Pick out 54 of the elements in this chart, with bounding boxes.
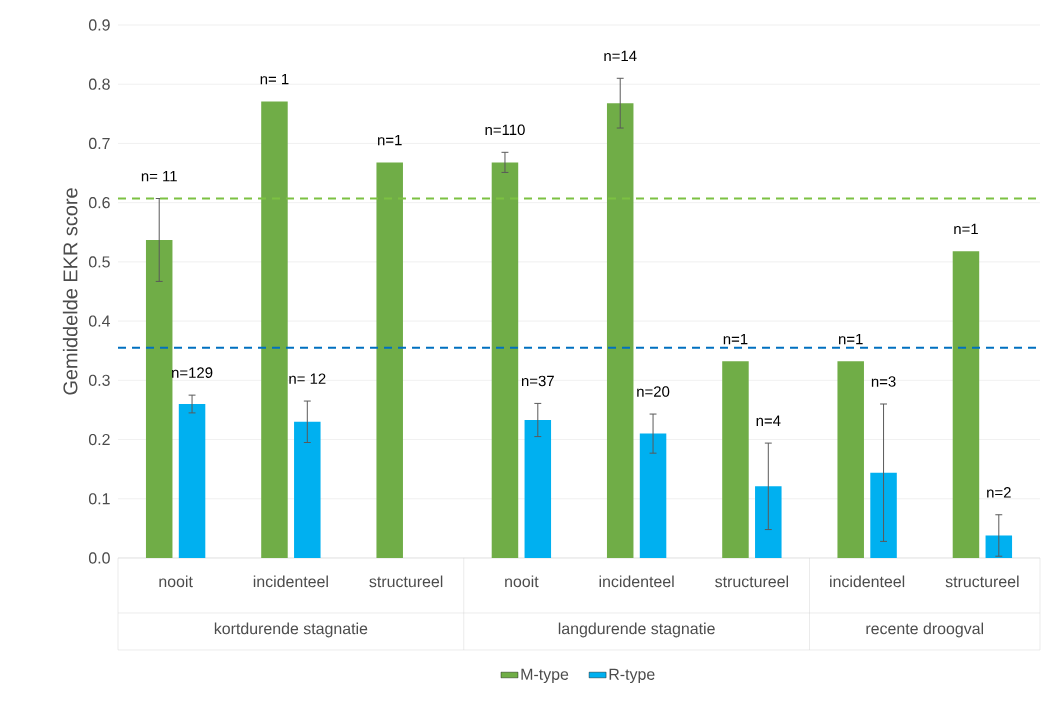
- legend-label: M-type: [521, 668, 569, 684]
- y-tick-label: 0.4: [88, 315, 111, 327]
- y-tick-label: 0.3: [88, 374, 110, 386]
- bar: [606, 103, 634, 558]
- y-axis-title: Gemiddelde EKR score: [62, 188, 78, 395]
- y-tick-label: 0.8: [88, 78, 110, 90]
- annotation: n=110: [485, 124, 525, 136]
- bar: [952, 251, 980, 558]
- bar: [722, 361, 749, 558]
- bar: [870, 472, 897, 558]
- bar: [178, 404, 206, 558]
- bar: [491, 162, 519, 558]
- annotation: n=2: [987, 487, 1011, 498]
- annotation: n=1: [378, 134, 402, 146]
- bar: [294, 421, 321, 558]
- bar: [985, 535, 1013, 558]
- bar: [524, 420, 552, 558]
- bar: [639, 433, 667, 558]
- annotation: n=37: [521, 375, 554, 387]
- x-tick-label: incidenteel: [253, 575, 328, 588]
- y-tick-label: 0.1: [88, 493, 110, 505]
- y-tick-label: 0.2: [88, 433, 110, 446]
- y-tick-label: 0.6: [88, 197, 110, 209]
- x-tick-label: incidenteel: [599, 575, 674, 588]
- annotation: n= 1: [260, 73, 289, 85]
- y-tick-label: 0.5: [88, 256, 110, 268]
- annotation: n=1: [723, 333, 748, 345]
- annotation: n=3: [871, 376, 896, 387]
- bar: [145, 239, 173, 558]
- legend-label: R-type: [609, 668, 655, 684]
- annotation: n= 12: [289, 373, 326, 384]
- bar: [755, 486, 782, 558]
- bar: [837, 361, 864, 558]
- annotation: n= 11: [141, 171, 177, 182]
- bar: [261, 101, 288, 558]
- text: kortdurende stagnatie: [214, 622, 368, 638]
- bar: [376, 162, 403, 558]
- annotation: n=1: [954, 223, 978, 235]
- x-tick-label: structureel: [369, 575, 443, 588]
- x-tick-label: structureel: [945, 575, 1019, 588]
- annotation: n=4: [756, 415, 781, 426]
- y-tick-label: 0.7: [88, 137, 110, 150]
- x-tick-label: nooit: [505, 575, 539, 588]
- annotation: n=129: [172, 367, 213, 378]
- x-tick-label: nooit: [159, 575, 193, 588]
- text: langdurende stagnatie: [558, 622, 715, 638]
- annotation: n=14: [604, 50, 637, 62]
- x-tick-label: incidenteel: [830, 575, 905, 588]
- annotation: n=1: [839, 333, 863, 345]
- annotation: n=20: [637, 386, 670, 397]
- text: recente droogval: [866, 622, 984, 638]
- x-tick-label: structureel: [715, 575, 789, 588]
- y-tick-label: 0.0: [88, 552, 110, 564]
- y-tick-label: 0.9: [88, 19, 110, 31]
